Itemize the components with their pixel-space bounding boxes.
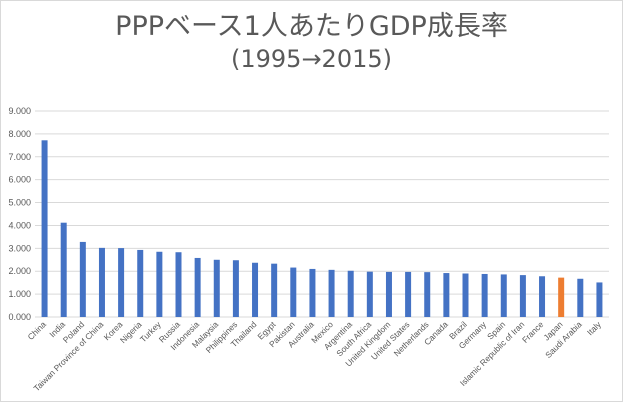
bar-south-africa xyxy=(366,271,373,317)
bar-france xyxy=(539,276,546,317)
bar-japan xyxy=(558,277,565,317)
y-tick-label: 3.000 xyxy=(8,243,31,253)
bar-taiwan-province-of-china xyxy=(98,247,105,317)
bar-australia xyxy=(309,268,316,317)
x-category-label: France xyxy=(520,319,546,345)
bar-spain xyxy=(500,274,507,317)
bar-indonesia xyxy=(194,257,201,317)
x-category-label: China xyxy=(25,319,48,342)
y-tick-label: 0.000 xyxy=(8,312,31,322)
chart-title-block: PPPベース1人あたりGDP成長率 (1995→2015) xyxy=(1,11,622,74)
x-category-label: Italy xyxy=(585,319,604,338)
bar-germany xyxy=(481,273,488,317)
bar-thailand xyxy=(252,262,259,317)
bar-united-states xyxy=(405,271,412,317)
bar-saudi-arabia xyxy=(577,278,584,317)
bar-china xyxy=(41,140,48,317)
bar-malaysia xyxy=(213,259,220,317)
y-tick-label: 6.000 xyxy=(8,175,31,185)
bar-poland xyxy=(79,241,86,317)
bar-netherlands xyxy=(424,272,431,317)
bar-brazil xyxy=(462,273,469,317)
bar-russia xyxy=(175,252,182,317)
y-tick-label: 5.000 xyxy=(8,198,31,208)
x-category-label: Nigeria xyxy=(118,319,144,345)
bar-korea xyxy=(118,248,125,317)
bar-philippines xyxy=(232,260,239,317)
bar-italy xyxy=(596,282,603,317)
y-tick-label: 9.000 xyxy=(8,106,31,116)
bar-pakistan xyxy=(290,267,297,317)
y-tick-label: 8.000 xyxy=(8,129,31,139)
bar-canada xyxy=(443,273,450,317)
y-tick-label: 7.000 xyxy=(8,152,31,162)
bar-islamic-republic-of-iran xyxy=(519,275,526,317)
bar-united-kingdom xyxy=(385,271,392,317)
bar-argentina xyxy=(347,270,354,317)
bar-turkey xyxy=(156,251,163,317)
bar-mexico xyxy=(328,269,335,317)
y-tick-label: 1.000 xyxy=(8,289,31,299)
bar-india xyxy=(60,222,67,317)
y-tick-label: 2.000 xyxy=(8,266,31,276)
bar-egypt xyxy=(271,263,278,317)
bar-nigeria xyxy=(137,249,144,317)
chart-title: PPPベース1人あたりGDP成長率 xyxy=(115,11,508,42)
chart-subtitle: (1995→2015) xyxy=(231,45,392,74)
y-tick-label: 4.000 xyxy=(8,220,31,230)
